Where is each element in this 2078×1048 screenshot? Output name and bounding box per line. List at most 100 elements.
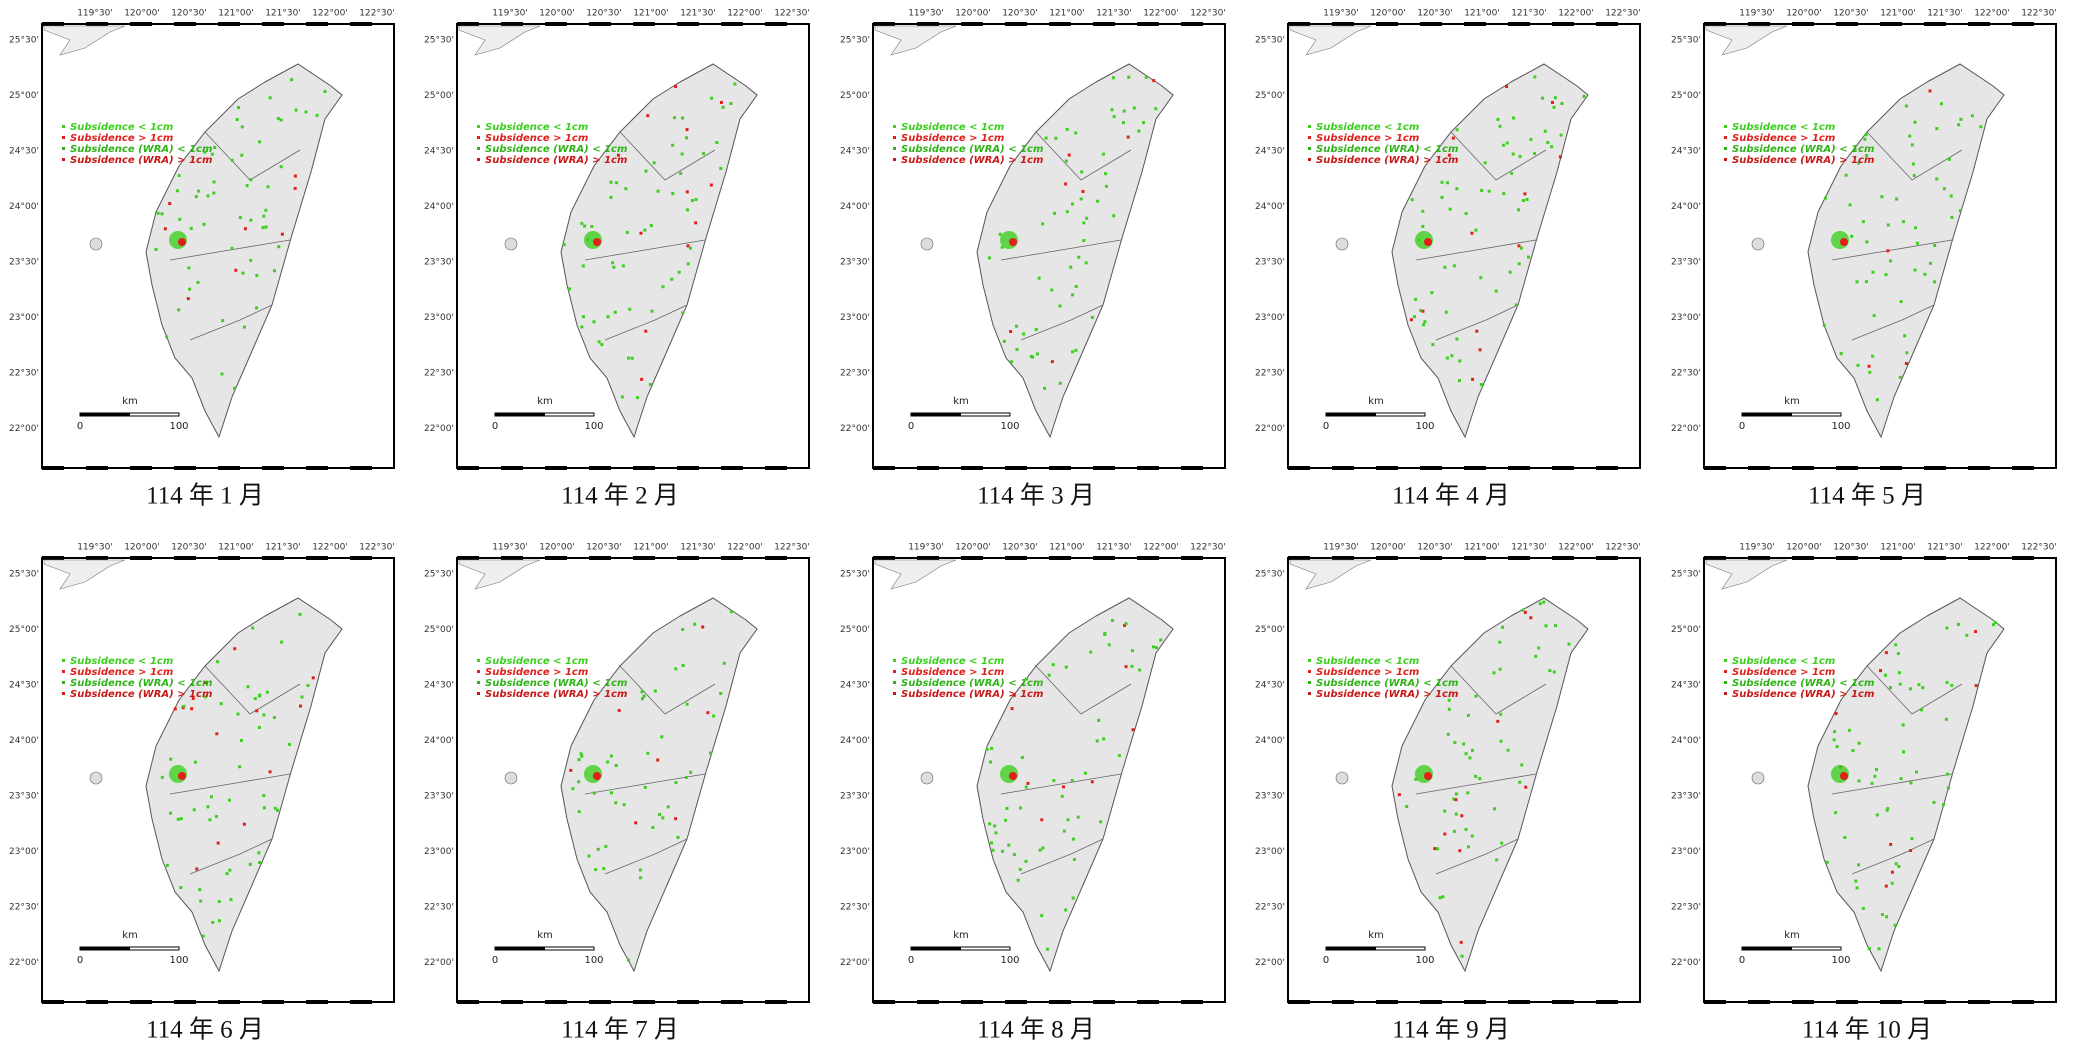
lon-label: 119°30' xyxy=(908,543,944,553)
lon-label: 120°30' xyxy=(1002,9,1038,19)
station-dot xyxy=(1551,101,1554,104)
station-dot xyxy=(694,221,697,224)
station-dot xyxy=(258,861,261,864)
lat-label: 25°00' xyxy=(1255,91,1285,101)
station-dot xyxy=(1544,130,1547,133)
station-dot xyxy=(1855,280,1858,283)
panel-caption: 114 年 10 月 xyxy=(1802,1016,1932,1044)
scale-unit: km xyxy=(537,930,553,941)
scale-end: 100 xyxy=(1831,955,1850,966)
station-dot xyxy=(681,311,684,314)
station-dot xyxy=(1500,842,1503,845)
penghu-island xyxy=(921,772,933,784)
lat-label: 25°00' xyxy=(424,625,454,635)
station-dot xyxy=(1868,947,1871,950)
station-dot xyxy=(1499,125,1502,128)
station-dot xyxy=(1455,813,1458,816)
station-dot xyxy=(1858,779,1861,782)
station-dot xyxy=(1933,280,1936,283)
lat-label: 23°30' xyxy=(424,258,454,268)
legend-label: Subsidence > 1cm xyxy=(1732,133,1835,144)
station-dot xyxy=(1499,668,1502,671)
lat-label: 25°30' xyxy=(1255,36,1285,46)
station-dot xyxy=(1154,107,1157,110)
station-dot xyxy=(249,178,252,181)
station-dot xyxy=(1509,271,1512,274)
station-dot xyxy=(1496,118,1499,121)
lat-label: 22°30' xyxy=(424,369,454,379)
penghu-island xyxy=(1752,238,1764,250)
station-dot xyxy=(257,851,260,854)
lat-label: 25°30' xyxy=(9,570,39,580)
station-dot xyxy=(1053,212,1056,215)
station-dot xyxy=(1445,311,1448,314)
legend-swatch xyxy=(893,147,896,150)
station-dot xyxy=(1414,298,1417,301)
station-dot xyxy=(730,610,733,613)
lon-label: 121°30' xyxy=(1511,543,1547,553)
station-dot xyxy=(1024,860,1027,863)
station-dot xyxy=(685,776,688,779)
legend-swatch xyxy=(477,147,480,150)
station-dot xyxy=(643,695,646,698)
station-dot xyxy=(646,114,649,117)
lon-label: 119°30' xyxy=(1323,9,1359,19)
station-dot xyxy=(580,222,583,225)
station-dot xyxy=(994,831,997,834)
station-dot xyxy=(1456,128,1459,131)
lon-label: 121°00' xyxy=(1049,9,1085,19)
station-dot xyxy=(233,647,236,650)
station-dot xyxy=(246,685,249,688)
station-dot xyxy=(1526,198,1529,201)
subsidence-cluster xyxy=(1424,772,1432,780)
station-dot xyxy=(231,247,234,250)
legend-label: Subsidence > 1cm xyxy=(70,133,173,144)
station-dot xyxy=(1905,351,1908,354)
station-dot xyxy=(265,226,268,229)
station-dot xyxy=(1050,289,1053,292)
station-dot xyxy=(1015,348,1018,351)
station-dot xyxy=(1130,665,1133,668)
station-dot xyxy=(1449,208,1452,211)
station-dot xyxy=(1003,340,1006,343)
station-dot xyxy=(1431,343,1434,346)
station-dot xyxy=(1878,947,1881,950)
lon-label: 120°30' xyxy=(171,9,207,19)
station-dot xyxy=(188,288,191,291)
station-dot xyxy=(1523,192,1526,195)
lon-label: 119°30' xyxy=(492,9,528,19)
station-dot xyxy=(1430,291,1433,294)
station-dot xyxy=(661,816,664,819)
station-dot xyxy=(298,613,301,616)
station-dot xyxy=(236,118,239,121)
station-dot xyxy=(233,387,236,390)
station-dot xyxy=(1104,172,1107,175)
station-dot xyxy=(1916,242,1919,245)
station-dot xyxy=(240,739,243,742)
station-dot xyxy=(719,167,722,170)
station-dot xyxy=(251,626,254,629)
station-dot xyxy=(1908,135,1911,138)
lat-label: 25°30' xyxy=(1671,570,1701,580)
station-dot xyxy=(594,868,597,871)
station-dot xyxy=(1045,137,1048,140)
station-dot xyxy=(226,872,229,875)
station-dot xyxy=(238,765,241,768)
station-dot xyxy=(1873,314,1876,317)
station-dot xyxy=(706,711,709,714)
station-dot xyxy=(641,690,644,693)
station-dot xyxy=(1015,325,1018,328)
penghu-island xyxy=(1752,772,1764,784)
station-dot xyxy=(1553,670,1556,673)
lon-label: 122°00' xyxy=(1974,9,2010,19)
station-dot xyxy=(280,641,283,644)
scale-unit: km xyxy=(122,930,138,941)
station-dot xyxy=(197,281,200,284)
station-dot xyxy=(988,256,991,259)
station-dot xyxy=(1455,187,1458,190)
station-dot xyxy=(262,215,265,218)
station-dot xyxy=(592,320,595,323)
lon-label: 120°00' xyxy=(955,9,991,19)
station-dot xyxy=(1059,304,1062,307)
lon-label: 121°30' xyxy=(1096,9,1132,19)
